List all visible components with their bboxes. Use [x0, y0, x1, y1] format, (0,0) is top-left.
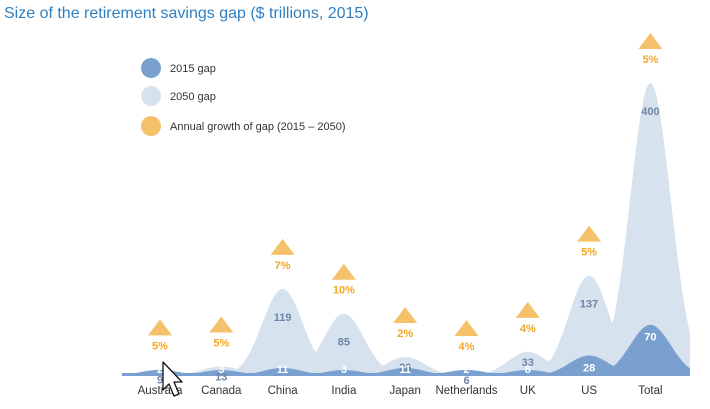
chart-title: Size of the retirement savings gap ($ tr… — [4, 5, 369, 22]
growth-triangle-china — [270, 238, 295, 255]
value-2015-uk: 8 — [525, 364, 531, 376]
legend-label-2050: 2050 gap — [170, 91, 216, 103]
category-label-canada: Canada — [201, 385, 242, 397]
value-2050-us: 137 — [580, 299, 598, 311]
growth-label-uk: 4% — [520, 323, 536, 335]
category-label-china: China — [268, 385, 299, 397]
value-2050-china: 119 — [274, 312, 292, 324]
growth-label-us: 5% — [581, 247, 597, 259]
value-2050-australia: 9 — [157, 374, 163, 386]
value-2015-china: 11 — [277, 364, 289, 376]
growth-label-canada: 5% — [213, 337, 229, 349]
value-2015-canada: 3 — [218, 364, 224, 376]
growth-label-total: 5% — [642, 54, 658, 66]
category-label-us: US — [581, 385, 597, 397]
legend: 2015 gap 2050 gap Annual growth of gap (… — [141, 58, 346, 136]
category-label-total: Total — [638, 385, 662, 397]
growth-triangle-canada — [209, 316, 234, 333]
category-label-india: India — [331, 385, 357, 397]
growth-label-netherlands: 4% — [459, 341, 475, 353]
value-2015-netherlands: 2 — [463, 364, 469, 376]
growth-triangle-australia — [148, 319, 172, 336]
legend-swatch-2015 — [141, 58, 161, 78]
value-2050-japan: 26 — [399, 362, 411, 374]
growth-triangle-uk — [515, 301, 540, 318]
value-2015-japan: 11 — [399, 364, 411, 376]
category-label-uk: UK — [520, 385, 536, 397]
growth-label-china: 7% — [275, 260, 291, 272]
value-2050-india: 85 — [338, 337, 350, 349]
growth-label-australia: 5% — [152, 340, 168, 352]
growth-label-india: 10% — [333, 285, 355, 297]
legend-label-2015: 2015 gap — [170, 63, 216, 75]
growth-label-japan: 2% — [397, 328, 413, 340]
growth-triangle-us — [577, 225, 602, 242]
value-2050-netherlands: 6 — [463, 375, 469, 387]
mouse-pointer-icon — [162, 361, 183, 397]
value-2050-uk: 33 — [522, 357, 534, 369]
value-2050-total: 400 — [641, 106, 659, 118]
value-2015-total: 70 — [644, 332, 656, 344]
area-2015-gap — [122, 324, 690, 376]
growth-triangle-total — [638, 33, 663, 49]
legend-label-growth: Annual growth of gap (2015 – 2050) — [170, 121, 346, 133]
category-label-japan: Japan — [390, 385, 421, 397]
value-2050-canada: 13 — [215, 371, 227, 383]
category-label-netherlands: Netherlands — [435, 385, 497, 397]
legend-swatch-growth — [141, 116, 161, 136]
growth-triangle-netherlands — [454, 320, 479, 336]
value-2015-australia: 2 — [157, 364, 163, 376]
value-2015-india: 3 — [341, 364, 347, 376]
legend-swatch-2050 — [141, 86, 161, 106]
growth-triangle-japan — [393, 306, 418, 323]
growth-triangle-india — [331, 263, 356, 280]
plot-area: 925%Australia1335%Canada119117%China8531… — [122, 33, 690, 397]
value-2015-us: 28 — [583, 362, 595, 374]
